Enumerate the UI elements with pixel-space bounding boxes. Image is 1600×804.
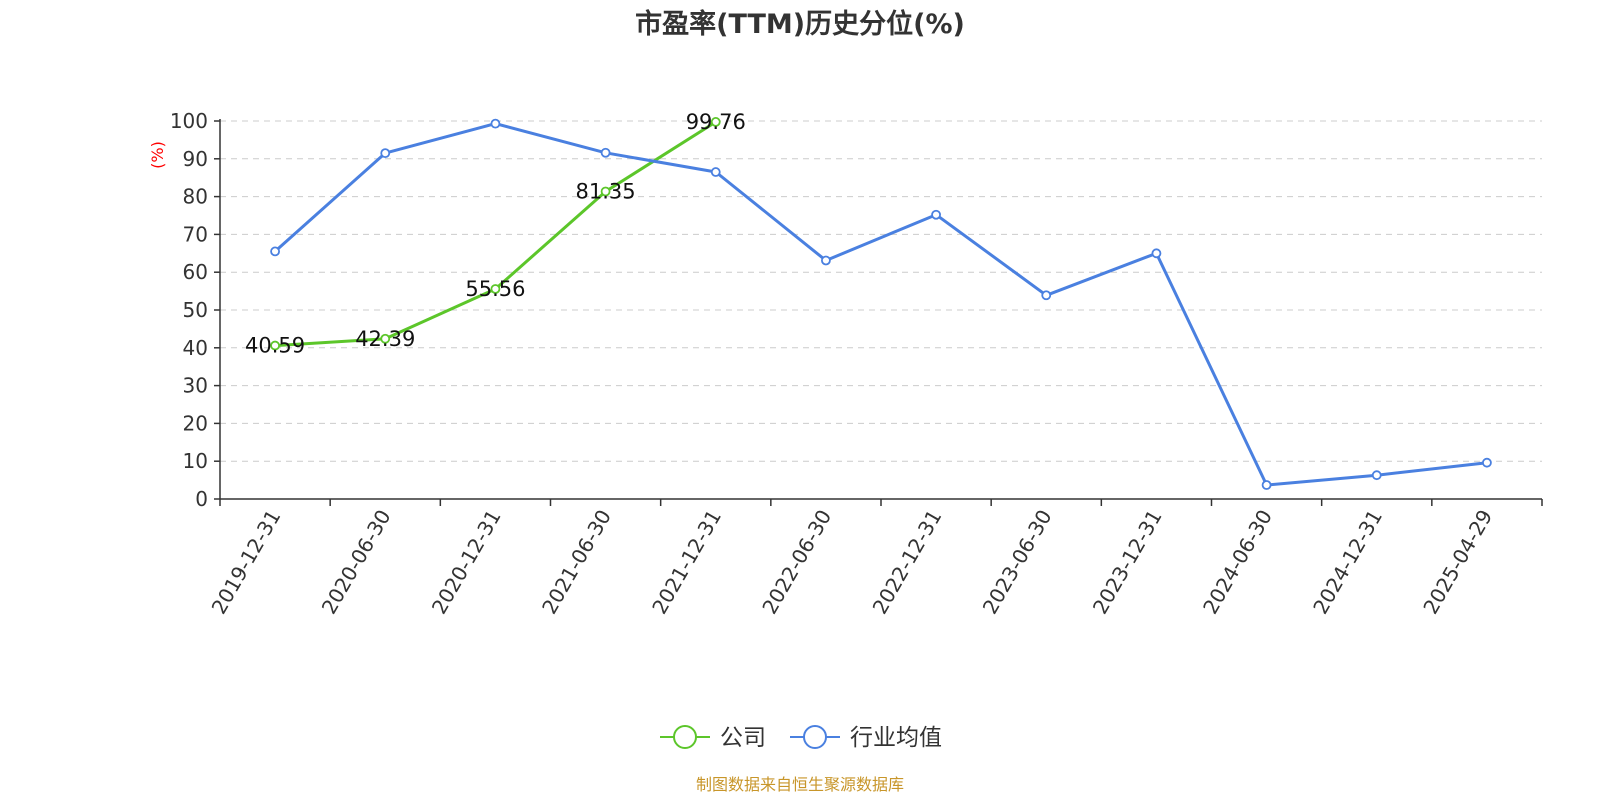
data-point: [490, 284, 501, 294]
data-point: [710, 167, 721, 177]
x-tick-label: 2021-12-31: [647, 506, 726, 619]
y-tick-label: 60: [183, 260, 208, 284]
legend-marker: [803, 725, 827, 749]
data-point: [1261, 480, 1272, 490]
data-point: [600, 186, 611, 197]
footer-source: 制图数据来自恒生聚源数据库: [696, 775, 904, 794]
x-tick-label: 2021-06-30: [537, 506, 616, 619]
data-label: 55.56: [465, 277, 525, 301]
data-label: 81.35: [576, 179, 636, 203]
x-tick-label: 2019-12-31: [207, 506, 286, 619]
data-label: 42.39: [355, 327, 415, 351]
y-tick-label: 90: [183, 147, 208, 171]
legend-item-1[interactable]: 行业均值: [790, 725, 942, 751]
series-line-0: [275, 120, 717, 348]
legend-label: 行业均值: [850, 725, 942, 751]
y-tick-label: 20: [183, 411, 208, 435]
legend[interactable]: 公司 行业均值: [660, 725, 942, 751]
x-tick-label: 2020-12-31: [427, 506, 506, 619]
data-point: [710, 117, 721, 127]
y-tick-label: 40: [183, 336, 208, 360]
data-label: 40.59: [245, 334, 305, 358]
data-label: 99.76: [686, 110, 746, 134]
data-point: [270, 246, 280, 257]
series-line-1: [274, 122, 1488, 487]
x-tick-label: 2022-12-31: [868, 506, 947, 619]
x-tick-label: 2025-04-29: [1418, 506, 1497, 619]
data-labels: 40.59 42.39 55.56 81.35 99.76: [245, 110, 746, 358]
data-point: [1482, 457, 1492, 468]
y-tick-label: 50: [183, 298, 208, 322]
data-point: [380, 333, 391, 344]
data-point: [600, 147, 611, 158]
data-point: [380, 148, 391, 159]
legend-label: 公司: [720, 725, 766, 751]
x-tick-label: 2022-06-30: [757, 506, 836, 619]
data-point: [1041, 290, 1052, 301]
y-tick-label: 80: [183, 185, 208, 209]
y-tick-label: 10: [183, 449, 208, 473]
data-point: [270, 340, 280, 351]
x-tick-label: 2020-06-30: [317, 506, 396, 619]
x-tick-label: 2023-06-30: [978, 506, 1057, 619]
y-tick-label: 0: [195, 487, 208, 511]
legend-marker: [673, 725, 697, 749]
series-lines: [270, 117, 1492, 490]
chart-title: 市盈率(TTM)历史分位(%): [635, 8, 965, 40]
x-tick-label: 2024-06-30: [1198, 506, 1277, 619]
y-tick-label: 70: [183, 222, 208, 246]
data-point: [821, 255, 831, 266]
y-tick-label: 30: [183, 374, 208, 398]
grid-lines: [220, 120, 1542, 462]
data-point: [1371, 470, 1382, 481]
x-tick-label: 2023-12-31: [1088, 506, 1167, 619]
data-point: [931, 209, 941, 220]
data-point: [1151, 248, 1162, 259]
x-tick-label: 2024-12-31: [1308, 506, 1387, 619]
axes: 0 10 20 30 40 50 60 70 80 90 100 2019-12-31 2020-06-…: [170, 109, 1543, 619]
y-tick-label: 100: [170, 109, 208, 133]
y-axis-label: (%): [148, 141, 167, 169]
data-point: [490, 118, 501, 129]
legend-item-0[interactable]: 公司: [660, 725, 766, 751]
